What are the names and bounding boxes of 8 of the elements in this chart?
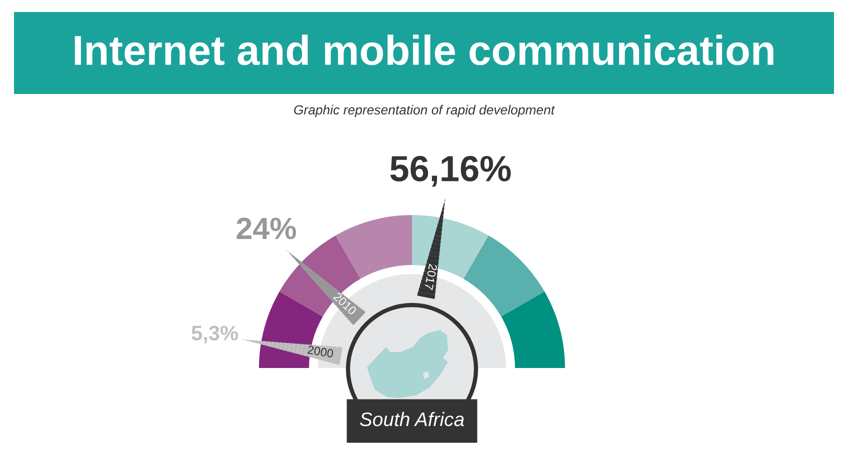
data-label: 24% [236,218,296,240]
data-label: 5,3% [192,326,238,344]
category-label: 2000 [307,345,334,358]
category-label: 2017 [424,264,438,290]
chart-title: Internet and mobile communication [74,34,774,66]
text: South Africa [360,412,464,426]
data-label: 56,16% [390,156,511,187]
chart-subtitle: Graphic representation of rapid development [294,104,556,118]
